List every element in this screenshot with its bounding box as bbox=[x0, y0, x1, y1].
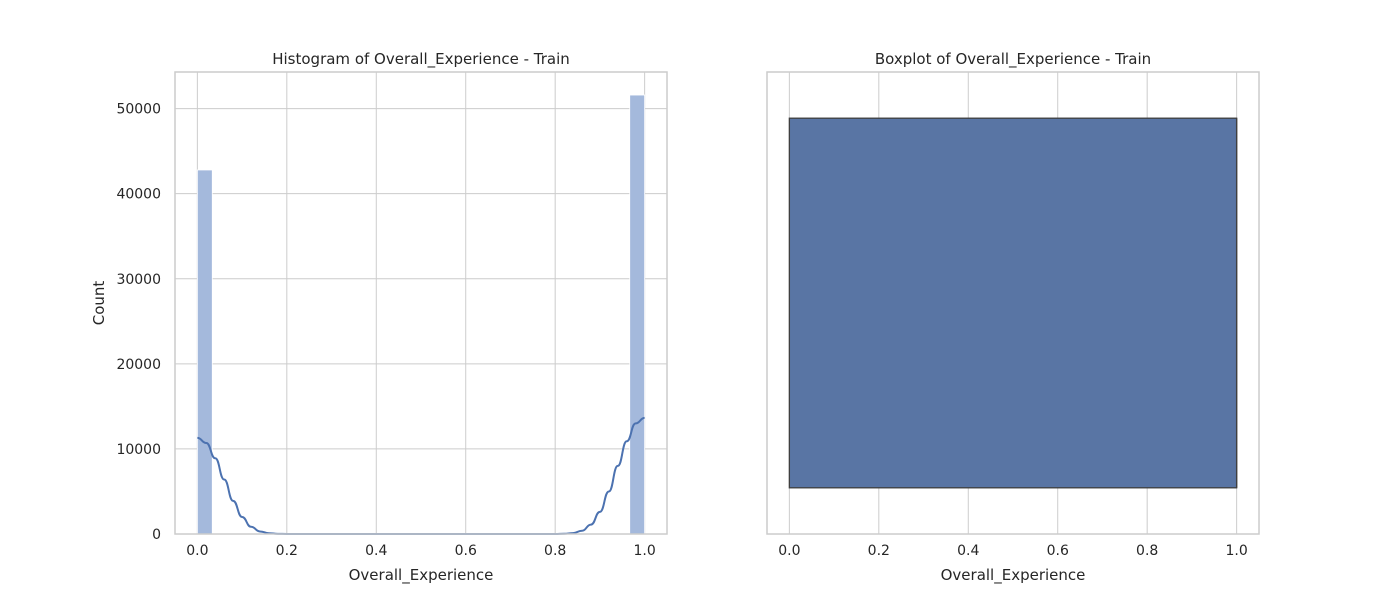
histogram-y-tick-label: 10000 bbox=[116, 442, 161, 458]
histogram-grid bbox=[175, 72, 667, 535]
boxplot-box bbox=[788, 117, 1238, 489]
boxplot-title: Boxplot of Overall_Experience - Train bbox=[875, 50, 1151, 69]
boxplot-x-tick-label: 0.0 bbox=[778, 543, 800, 559]
histogram-x-tick-label: 0.0 bbox=[186, 543, 208, 559]
boxplot-x-axis-label: Overall_Experience bbox=[941, 566, 1086, 585]
histogram-panel: Histogram of Overall_Experience - Train … bbox=[90, 50, 668, 585]
histogram-y-tick-label: 40000 bbox=[116, 187, 161, 203]
boxplot-body bbox=[788, 117, 1238, 489]
histogram-frame bbox=[174, 71, 668, 535]
histogram-y-ticks: 0 10000 20000 30000 40000 50000 bbox=[116, 102, 161, 543]
histogram-kde bbox=[197, 416, 645, 536]
histogram-x-tick-label: 0.2 bbox=[276, 543, 298, 559]
histogram-x-tick-label: 0.6 bbox=[455, 543, 477, 559]
boxplot-x-tick-label: 0.4 bbox=[957, 543, 979, 559]
histogram-y-axis-label: Count bbox=[90, 281, 108, 326]
histogram-bar bbox=[629, 94, 646, 535]
boxplot-x-tick-label: 0.2 bbox=[868, 543, 890, 559]
histogram-x-tick-label: 1.0 bbox=[634, 543, 656, 559]
histogram-y-tick-label: 20000 bbox=[116, 357, 161, 373]
histogram-x-tick-label: 0.8 bbox=[544, 543, 566, 559]
histogram-y-tick-label: 50000 bbox=[116, 102, 161, 118]
histogram-y-tick-label: 0 bbox=[152, 527, 161, 543]
histogram-bar bbox=[196, 169, 213, 535]
boxplot-x-tick-label: 1.0 bbox=[1226, 543, 1248, 559]
boxplot-x-tick-label: 0.8 bbox=[1136, 543, 1158, 559]
histogram-x-axis-label: Overall_Experience bbox=[349, 566, 494, 585]
boxplot-frame bbox=[766, 71, 1260, 535]
kde-line bbox=[197, 416, 645, 536]
histogram-title: Histogram of Overall_Experience - Train bbox=[272, 50, 570, 69]
histogram-x-tick-label: 0.4 bbox=[365, 543, 387, 559]
boxplot-x-tick-label: 0.6 bbox=[1047, 543, 1069, 559]
boxplot-panel: Boxplot of Overall_Experience - Train 0.… bbox=[766, 50, 1260, 585]
histogram-x-ticks: 0.0 0.2 0.4 0.6 0.8 1.0 bbox=[186, 543, 656, 559]
histogram-bars bbox=[196, 94, 646, 535]
boxplot-x-ticks: 0.0 0.2 0.4 0.6 0.8 1.0 bbox=[778, 543, 1248, 559]
histogram-y-tick-label: 30000 bbox=[116, 272, 161, 288]
